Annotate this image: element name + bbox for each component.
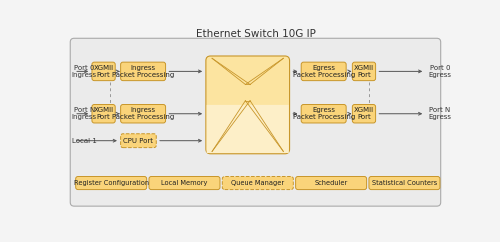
Text: Ethernet Switch 10G IP: Ethernet Switch 10G IP <box>196 30 316 39</box>
Text: Port N
Ingress: Port N Ingress <box>72 107 97 120</box>
Text: Port N
Egress: Port N Egress <box>428 107 452 120</box>
FancyBboxPatch shape <box>296 176 366 189</box>
FancyBboxPatch shape <box>222 176 294 189</box>
FancyBboxPatch shape <box>206 56 290 154</box>
FancyBboxPatch shape <box>206 105 289 153</box>
FancyBboxPatch shape <box>92 105 115 123</box>
FancyBboxPatch shape <box>120 105 166 123</box>
FancyBboxPatch shape <box>76 176 146 189</box>
Text: Statistical Counters: Statistical Counters <box>372 180 437 186</box>
Text: Port 0
Ingress: Port 0 Ingress <box>72 65 97 78</box>
FancyBboxPatch shape <box>301 105 346 123</box>
FancyBboxPatch shape <box>92 62 115 81</box>
Text: CPU Port: CPU Port <box>124 138 154 144</box>
Text: Ingress
Packet Processing: Ingress Packet Processing <box>112 107 174 120</box>
Text: XGMII
Port: XGMII Port <box>354 65 374 78</box>
FancyBboxPatch shape <box>301 62 346 81</box>
Text: Register Configuration: Register Configuration <box>74 180 148 186</box>
FancyBboxPatch shape <box>149 176 220 189</box>
Text: Scheduler: Scheduler <box>314 180 348 186</box>
Text: Queue Manager: Queue Manager <box>231 180 284 186</box>
FancyBboxPatch shape <box>352 62 376 81</box>
Text: XGMII
Port: XGMII Port <box>94 107 114 120</box>
Text: Local Memory: Local Memory <box>162 180 208 186</box>
Text: Port 0
Egress: Port 0 Egress <box>428 65 452 78</box>
Text: Local 1: Local 1 <box>72 138 96 144</box>
Text: Egress
Packet Processing: Egress Packet Processing <box>292 65 355 78</box>
FancyBboxPatch shape <box>70 38 440 206</box>
Text: Egress
Packet Processing: Egress Packet Processing <box>292 107 355 120</box>
FancyBboxPatch shape <box>352 105 376 123</box>
Text: XGMII
Port: XGMII Port <box>94 65 114 78</box>
FancyBboxPatch shape <box>120 62 166 81</box>
FancyBboxPatch shape <box>120 134 156 148</box>
FancyBboxPatch shape <box>369 176 440 189</box>
Text: Ingress
Packet Processing: Ingress Packet Processing <box>112 65 174 78</box>
Text: XGMII
Port: XGMII Port <box>354 107 374 120</box>
